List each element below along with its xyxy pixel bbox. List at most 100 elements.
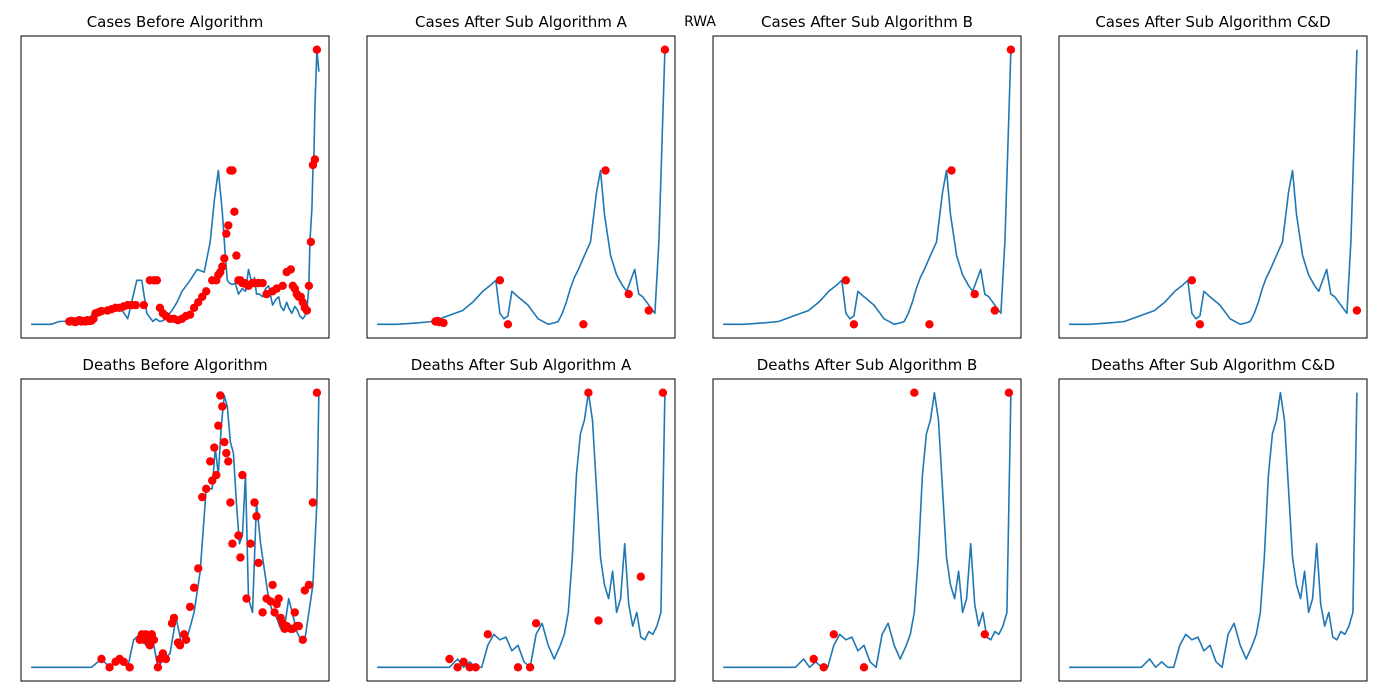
peak-marker xyxy=(594,616,603,625)
peak-marker xyxy=(268,580,277,590)
peak-marker xyxy=(1195,320,1205,329)
peak-marker xyxy=(202,484,211,493)
peak-marker xyxy=(990,306,999,315)
peak-marker xyxy=(220,437,229,447)
series-line xyxy=(377,391,666,669)
peak-marker xyxy=(658,388,668,397)
peak-marker xyxy=(306,237,316,247)
peak-marker xyxy=(459,657,468,666)
peak-marker xyxy=(925,320,934,329)
marker-group xyxy=(97,388,322,672)
peak-marker xyxy=(531,619,541,628)
peak-marker xyxy=(125,663,134,672)
peak-marker xyxy=(809,654,818,664)
peak-marker xyxy=(97,654,106,664)
series-line xyxy=(1069,49,1358,326)
plot-area xyxy=(1058,378,1368,682)
peak-marker xyxy=(202,287,211,296)
peak-marker xyxy=(226,498,235,507)
peak-marker xyxy=(286,265,295,274)
panel-title: Deaths After Sub Algorithm B xyxy=(757,356,978,374)
panels: Cases Before Algorithm Cases After Sub Al… xyxy=(20,13,1368,682)
peak-marker xyxy=(513,663,523,672)
peak-marker xyxy=(258,278,267,288)
peak-marker xyxy=(624,289,633,299)
peak-marker xyxy=(210,443,219,452)
peak-marker xyxy=(194,564,203,573)
peak-marker xyxy=(224,457,233,466)
peak-marker xyxy=(149,635,159,644)
peak-marker xyxy=(829,630,838,639)
peak-marker xyxy=(206,457,215,466)
panel-title: Cases After Sub Algorithm A xyxy=(415,13,628,31)
peak-marker xyxy=(139,300,148,310)
peak-marker xyxy=(471,663,480,672)
peak-marker xyxy=(119,657,128,666)
peak-marker xyxy=(445,654,454,664)
peak-marker xyxy=(290,608,299,617)
plot-area xyxy=(1058,35,1368,339)
peak-marker xyxy=(97,306,106,316)
peak-marker xyxy=(1352,306,1362,315)
peak-marker xyxy=(310,155,320,164)
peak-marker xyxy=(483,630,492,639)
panel-title: Cases Before Algorithm xyxy=(87,13,264,31)
peak-marker xyxy=(232,251,241,260)
peak-marker xyxy=(198,492,207,502)
peak-marker xyxy=(220,254,229,263)
peak-marker xyxy=(238,470,247,480)
peak-marker xyxy=(312,388,322,397)
peak-marker xyxy=(294,621,303,631)
series-line xyxy=(723,49,1012,326)
peak-marker xyxy=(161,654,171,664)
peak-marker xyxy=(252,512,261,521)
marker-group xyxy=(431,45,670,329)
peak-marker xyxy=(304,281,314,290)
peak-marker xyxy=(453,663,462,672)
marker-group xyxy=(1187,276,1362,329)
panel-2: Cases After Sub Algorithm A xyxy=(366,13,676,339)
peak-marker xyxy=(525,663,535,672)
peak-marker xyxy=(228,539,237,548)
figure-suptitle: RWA xyxy=(684,14,716,30)
peak-marker xyxy=(819,663,828,672)
series-line xyxy=(377,49,666,326)
peak-marker xyxy=(308,498,318,507)
peak-marker xyxy=(660,45,670,54)
series-line xyxy=(723,391,1012,669)
panel-8: Deaths After Sub Algorithm C&D xyxy=(1058,356,1368,682)
peak-marker xyxy=(234,531,243,540)
peak-marker xyxy=(185,310,195,319)
peak-marker xyxy=(298,635,307,644)
peak-marker xyxy=(278,281,287,290)
panel-3: Cases After Sub Algorithm B xyxy=(712,13,1022,339)
panel-title: Cases After Sub Algorithm C&D xyxy=(1095,13,1330,31)
panel-6: Deaths After Sub Algorithm A xyxy=(366,356,676,682)
panel-title: Cases After Sub Algorithm B xyxy=(761,13,973,31)
peak-marker xyxy=(216,391,225,400)
peak-marker xyxy=(258,608,267,617)
peak-marker xyxy=(970,289,979,299)
peak-marker xyxy=(302,306,312,315)
plot-area xyxy=(20,378,330,682)
marker-group xyxy=(809,388,1014,672)
peak-marker xyxy=(105,663,114,672)
panel-title: Deaths After Sub Algorithm C&D xyxy=(1091,356,1335,374)
peak-marker xyxy=(270,608,279,617)
peak-marker xyxy=(224,221,233,230)
peak-marker xyxy=(503,320,513,329)
peak-marker xyxy=(250,498,259,507)
peak-marker xyxy=(254,558,263,568)
peak-marker xyxy=(236,553,245,562)
peak-marker xyxy=(131,300,140,310)
series-line xyxy=(1069,391,1358,669)
peak-marker xyxy=(947,166,956,175)
peak-marker xyxy=(169,613,179,623)
peak-marker xyxy=(214,421,223,430)
peak-marker xyxy=(222,229,231,238)
panel-4: Cases After Sub Algorithm C&D xyxy=(1058,13,1368,339)
peak-marker xyxy=(849,320,859,329)
marker-group xyxy=(841,45,1016,329)
peak-marker xyxy=(644,306,653,315)
peak-marker xyxy=(274,594,283,603)
